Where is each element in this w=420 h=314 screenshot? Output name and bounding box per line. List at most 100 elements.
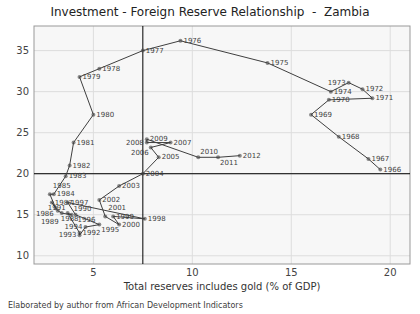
tick-label: 10 xyxy=(186,267,199,278)
tick-label: 15 xyxy=(16,209,29,220)
grid-line xyxy=(34,214,410,215)
point xyxy=(48,192,52,196)
point xyxy=(78,233,82,237)
point xyxy=(68,164,72,168)
point xyxy=(178,39,182,43)
point-label: 2009 xyxy=(150,135,168,143)
series-line xyxy=(50,41,380,236)
marks xyxy=(34,26,410,264)
point-label: 1984 xyxy=(57,190,75,198)
tick-label: 15 xyxy=(285,267,298,278)
point xyxy=(72,141,76,145)
point xyxy=(97,198,101,202)
point xyxy=(111,214,115,218)
tick-label: 10 xyxy=(16,250,29,261)
point-label: 1968 xyxy=(342,133,360,141)
point-label: 2002 xyxy=(102,196,120,204)
point-label: 1973 xyxy=(328,79,346,87)
tick-label: 20 xyxy=(16,168,29,179)
tick-label: 20 xyxy=(384,267,397,278)
point xyxy=(327,98,331,102)
point-label: 1994 xyxy=(65,223,83,231)
point-label: 1969 xyxy=(314,111,332,119)
point xyxy=(238,154,242,158)
point-label: 1979 xyxy=(83,73,101,81)
point xyxy=(329,90,333,94)
point xyxy=(157,155,161,159)
point-label: 1996 xyxy=(78,216,96,224)
point-label: 1978 xyxy=(102,65,120,73)
point-label: 2004 xyxy=(146,170,164,178)
point xyxy=(97,67,101,71)
grid-line xyxy=(291,26,292,264)
point-label: 2012 xyxy=(243,152,261,160)
point-label: 1995 xyxy=(101,226,119,234)
point xyxy=(141,172,145,176)
point xyxy=(103,214,107,218)
point xyxy=(145,137,149,141)
point-label: 1999 xyxy=(116,213,134,221)
point xyxy=(149,145,153,149)
point xyxy=(64,174,68,178)
footnote: Elaborated by author from African Develo… xyxy=(8,301,243,310)
title: Investment - Foreign Reserve Relationshi… xyxy=(50,5,369,19)
point-label: 1966 xyxy=(383,166,401,174)
point xyxy=(370,96,374,100)
point-label: 1989 xyxy=(41,218,59,226)
point-label: 1974 xyxy=(334,88,352,96)
point-label: 1981 xyxy=(77,139,95,147)
grid-line xyxy=(192,26,193,264)
point-label: 2000 xyxy=(122,221,140,229)
plot-frame xyxy=(34,26,410,264)
point xyxy=(337,135,341,139)
point-label: 1982 xyxy=(73,162,91,170)
point-label: 1992 xyxy=(83,229,101,237)
point-label: 2007 xyxy=(174,139,192,147)
point-label: 1988 xyxy=(61,215,79,223)
point-label: 2008 xyxy=(126,139,144,147)
grid-line xyxy=(390,26,391,264)
point-label: 1967 xyxy=(371,155,389,163)
x-axis-label: Total reserves includes gold (% of GDP) xyxy=(123,281,321,292)
point-label: 2011 xyxy=(220,159,238,167)
point-label: 1993 xyxy=(59,231,77,239)
point-label: 1985 xyxy=(53,182,71,190)
point-label: 2003 xyxy=(122,182,140,190)
point xyxy=(78,75,82,79)
reference-line xyxy=(34,173,410,174)
grid-line xyxy=(34,173,410,174)
point-label: 2001 xyxy=(108,204,126,212)
point xyxy=(361,87,365,91)
point-label: 1991 xyxy=(48,204,66,212)
point-label: 1998 xyxy=(148,215,166,223)
point-label: 1977 xyxy=(146,47,164,55)
point-label: 1983 xyxy=(69,172,87,180)
point-label: 1980 xyxy=(96,111,114,119)
chart: 5101520101520253035196619671968196919701… xyxy=(0,0,420,314)
point xyxy=(378,168,382,172)
point-label: 1997 xyxy=(71,199,89,207)
point xyxy=(143,217,147,221)
point-label: 1970 xyxy=(332,96,350,104)
point-label: 2006 xyxy=(131,149,149,157)
grid-line xyxy=(34,91,410,92)
tick-label: 5 xyxy=(90,267,96,278)
plot-area xyxy=(34,26,410,264)
point xyxy=(169,141,173,145)
point-label: 1976 xyxy=(183,37,201,45)
point-label: 2005 xyxy=(162,153,180,161)
point xyxy=(141,49,145,53)
grid-line xyxy=(34,255,410,256)
tick-label: 25 xyxy=(16,127,29,138)
point-label: 1972 xyxy=(366,85,384,93)
tick-label: 30 xyxy=(16,86,29,97)
point xyxy=(266,61,270,65)
point xyxy=(347,81,351,85)
point xyxy=(52,192,56,196)
point xyxy=(91,113,95,117)
point-label: 1971 xyxy=(375,94,393,102)
point xyxy=(117,184,121,188)
point-label: 2010 xyxy=(200,148,218,156)
point xyxy=(366,157,370,161)
point xyxy=(309,113,313,117)
